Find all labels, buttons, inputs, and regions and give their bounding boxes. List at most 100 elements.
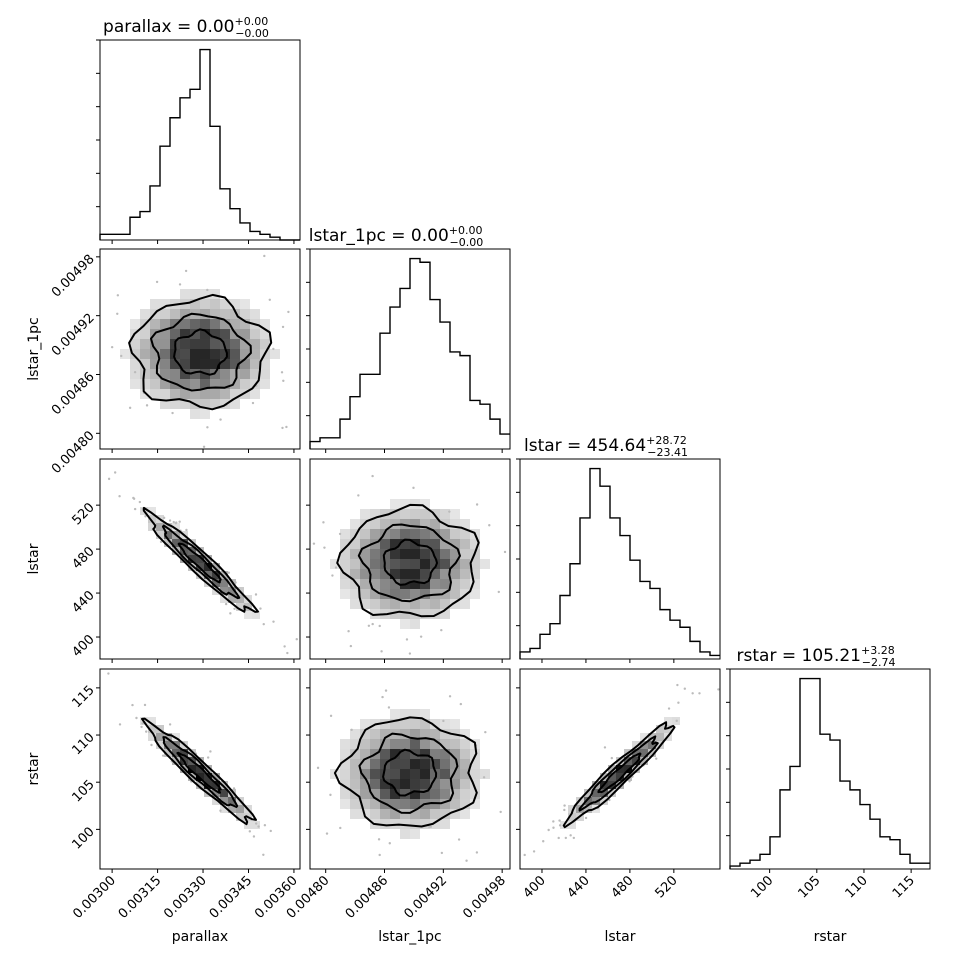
sample-point	[254, 822, 258, 825]
density-cell	[410, 779, 420, 789]
density-cell	[430, 729, 440, 739]
density-cell	[480, 769, 490, 779]
sample-point	[698, 692, 701, 695]
density-cell	[584, 805, 592, 813]
density-cell	[220, 389, 230, 399]
density-cell	[440, 579, 450, 589]
density-cell	[350, 759, 360, 769]
sample-point	[552, 826, 555, 829]
density-cell	[240, 339, 250, 349]
density-cell	[250, 309, 260, 319]
density-cell	[140, 309, 150, 319]
density-cell	[370, 559, 380, 569]
sample-point	[140, 725, 143, 729]
density-cell	[450, 589, 460, 599]
density-cell	[390, 809, 400, 819]
density-cell	[240, 369, 250, 379]
sample-point	[448, 695, 452, 698]
density-cell	[470, 589, 480, 599]
sample-point	[655, 757, 658, 760]
density-cell	[236, 805, 244, 813]
sample-point	[219, 418, 222, 421]
density-cell	[632, 765, 640, 773]
density-cell	[240, 309, 250, 319]
density-cell	[210, 319, 220, 329]
density-cell	[150, 389, 160, 399]
sample-point	[558, 819, 561, 822]
density-cell	[410, 739, 420, 749]
density-cell	[130, 369, 140, 379]
density-cell	[172, 539, 180, 547]
density-cell	[390, 779, 400, 789]
ylabel-lstar: lstar	[26, 543, 42, 574]
density-cell	[160, 369, 170, 379]
density-cell	[450, 579, 460, 589]
density-cell	[150, 349, 160, 359]
density-cell	[350, 589, 360, 599]
density-cell	[400, 499, 410, 509]
density-cell	[130, 319, 140, 329]
sample-point	[667, 707, 671, 710]
density-cell	[450, 719, 460, 729]
density-cell	[400, 819, 410, 829]
density-cell	[180, 339, 190, 349]
density-cell	[410, 729, 420, 739]
density-cell	[130, 339, 140, 349]
density-cell	[410, 499, 420, 509]
xtick-label: 480	[609, 873, 637, 901]
sample-point	[329, 793, 332, 797]
density-cell	[370, 779, 380, 789]
density-cell	[350, 739, 360, 749]
density-cell	[340, 539, 350, 549]
density-cell	[220, 309, 230, 319]
density-cell	[390, 539, 400, 549]
density-cell	[400, 809, 410, 819]
density-cell	[370, 759, 380, 769]
xtick-label: 0.00330	[161, 873, 210, 922]
density-cell	[450, 779, 460, 789]
sample-point	[572, 836, 576, 840]
contour-level	[141, 717, 257, 826]
density-cell	[210, 389, 220, 399]
density-cell	[240, 319, 250, 329]
density-cell	[228, 805, 236, 813]
sample-point	[384, 689, 388, 692]
density-cell	[212, 797, 220, 805]
density-cell	[370, 539, 380, 549]
density-cell	[228, 595, 236, 603]
sample-point	[178, 520, 181, 523]
density-cell	[400, 759, 410, 769]
density-cell	[130, 359, 140, 369]
density-cell	[170, 389, 180, 399]
density-cell	[252, 611, 260, 619]
density-cell	[172, 547, 180, 555]
density-cell	[430, 749, 440, 759]
density-cell	[390, 569, 400, 579]
ytick-label: 0.00486	[49, 370, 98, 419]
density-cell	[380, 509, 390, 519]
density-cell	[240, 379, 250, 389]
density-cell	[350, 779, 360, 789]
contour-level	[128, 293, 273, 411]
panel-frame	[729, 668, 931, 870]
density-cell	[180, 369, 190, 379]
density-cell	[450, 519, 460, 529]
sample-point	[145, 730, 148, 733]
density-cell	[450, 809, 460, 819]
density-cell	[440, 549, 450, 559]
sample-point	[285, 425, 288, 429]
sample-point	[563, 804, 566, 807]
density-cell	[400, 539, 410, 549]
density-cell	[656, 725, 664, 733]
density-cell	[360, 779, 370, 789]
density-cell	[450, 749, 460, 759]
density-cell	[370, 579, 380, 589]
panel-title-rstar: rstar = 105.21+3.28 −2.74	[737, 644, 896, 669]
density-cell	[400, 559, 410, 569]
density-cell	[470, 539, 480, 549]
density-cell	[608, 765, 616, 773]
density-cell	[148, 507, 156, 515]
density-cell	[430, 529, 440, 539]
density-cell	[150, 319, 160, 329]
density-cell	[450, 789, 460, 799]
